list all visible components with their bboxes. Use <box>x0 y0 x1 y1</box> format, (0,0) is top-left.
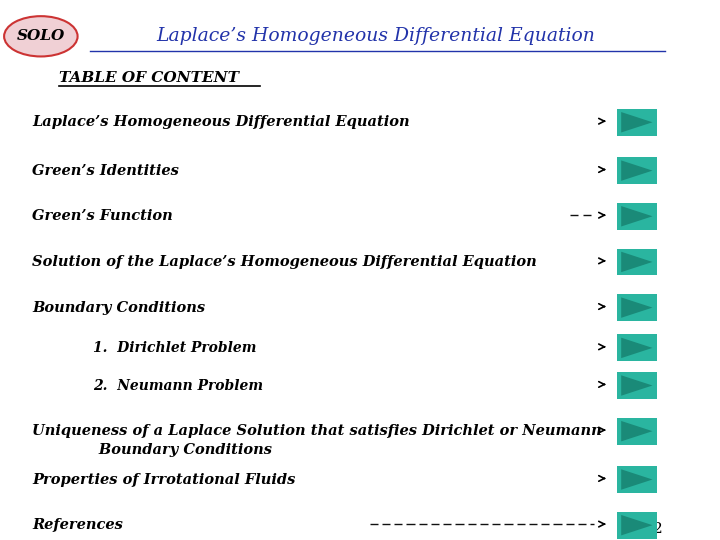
Text: TABLE OF CONTENT: TABLE OF CONTENT <box>59 71 239 85</box>
Text: Uniqueness of a Laplace Solution that satisfies Dirichlet or Neumann: Uniqueness of a Laplace Solution that sa… <box>32 424 602 438</box>
Text: Laplace’s Homogeneous Differential Equation: Laplace’s Homogeneous Differential Equat… <box>32 115 410 129</box>
Bar <box>617 372 657 399</box>
Bar <box>617 466 657 493</box>
Polygon shape <box>621 515 652 535</box>
Polygon shape <box>621 469 652 490</box>
Polygon shape <box>621 112 652 132</box>
Text: Boundary Conditions: Boundary Conditions <box>63 443 271 457</box>
Text: 2.  Neumann Problem: 2. Neumann Problem <box>93 379 264 393</box>
Bar <box>617 157 657 184</box>
Text: Laplace’s Homogeneous Differential Equation: Laplace’s Homogeneous Differential Equat… <box>156 27 595 45</box>
Polygon shape <box>621 252 652 272</box>
Bar <box>617 109 657 136</box>
Polygon shape <box>621 298 652 318</box>
Text: Green’s Function: Green’s Function <box>32 210 173 223</box>
Polygon shape <box>621 160 652 181</box>
Ellipse shape <box>4 16 78 57</box>
Text: Solution of the Laplace’s Homogeneous Differential Equation: Solution of the Laplace’s Homogeneous Di… <box>32 255 536 269</box>
Text: 1.  Dirichlet Problem: 1. Dirichlet Problem <box>93 341 256 355</box>
Bar <box>617 294 657 321</box>
Text: Properties of Irrotational Fluids: Properties of Irrotational Fluids <box>32 472 295 487</box>
Text: 2: 2 <box>653 522 663 536</box>
Text: References: References <box>32 518 123 532</box>
Bar <box>617 512 657 538</box>
Bar <box>617 334 657 361</box>
Polygon shape <box>621 338 652 358</box>
Polygon shape <box>621 375 652 396</box>
Polygon shape <box>621 421 652 441</box>
Text: Green’s Identities: Green’s Identities <box>32 164 179 178</box>
Bar <box>617 248 657 275</box>
Text: SOLO: SOLO <box>17 29 65 43</box>
Text: Boundary Conditions: Boundary Conditions <box>32 301 205 315</box>
Bar <box>617 203 657 230</box>
Bar <box>617 418 657 444</box>
Polygon shape <box>621 206 652 226</box>
